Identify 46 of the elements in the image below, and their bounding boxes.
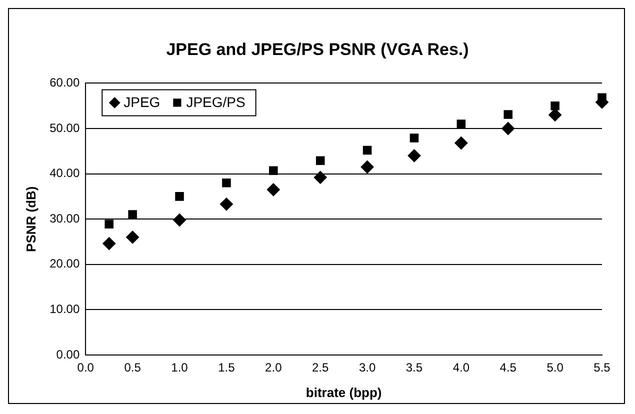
point xyxy=(102,237,116,250)
y-tick-label: 0.00 xyxy=(56,347,80,362)
x-tick-label: 3.5 xyxy=(406,360,423,375)
y-tick-label: 20.00 xyxy=(50,256,80,271)
chart-title: JPEG and JPEG/PS PSNR (VGA Res.) xyxy=(165,40,470,60)
y-tick-label: 50.00 xyxy=(50,120,80,135)
point xyxy=(175,192,184,201)
point xyxy=(220,198,233,211)
y-tick-label: 40.00 xyxy=(50,166,80,180)
x-tick-label: 1.5 xyxy=(218,360,236,375)
x-tick-label: 2.5 xyxy=(312,360,330,375)
x-tick-label: 5.5 xyxy=(594,360,611,375)
x-tick-label: 1.0 xyxy=(171,360,188,375)
x-tick-label: 5.0 xyxy=(546,360,564,375)
point xyxy=(266,183,280,196)
point xyxy=(128,210,137,219)
point xyxy=(362,146,372,155)
legend-label: JPEG xyxy=(124,94,160,110)
y-tick-label: 10.00 xyxy=(50,302,80,316)
point xyxy=(104,220,114,228)
y-tick-label: 60.00 xyxy=(50,76,80,90)
point xyxy=(314,170,327,184)
point xyxy=(456,120,466,128)
x-tick-label: 0.0 xyxy=(77,360,94,375)
x-tick-label: 2.0 xyxy=(265,360,282,375)
point xyxy=(316,156,325,166)
point xyxy=(548,108,562,122)
point xyxy=(408,149,421,162)
point xyxy=(173,214,186,227)
legend-label: JPEG/PS xyxy=(186,94,246,110)
point xyxy=(502,122,515,135)
point xyxy=(454,136,468,150)
point xyxy=(126,230,140,244)
point xyxy=(410,134,419,142)
x-tick-label: 3.0 xyxy=(358,360,376,375)
point xyxy=(360,160,374,174)
x-axis-title: bitrate (bpp) xyxy=(306,384,382,400)
point xyxy=(222,178,231,188)
point xyxy=(504,110,513,119)
y-axis-title: PSNR (dB) xyxy=(23,186,38,252)
x-tick-label: 4.0 xyxy=(452,360,470,375)
point xyxy=(269,166,278,176)
point xyxy=(550,101,560,110)
x-tick-label: 4.5 xyxy=(500,360,517,375)
y-tick-label: 30.00 xyxy=(50,211,80,226)
x-tick-label: 0.5 xyxy=(124,360,142,375)
